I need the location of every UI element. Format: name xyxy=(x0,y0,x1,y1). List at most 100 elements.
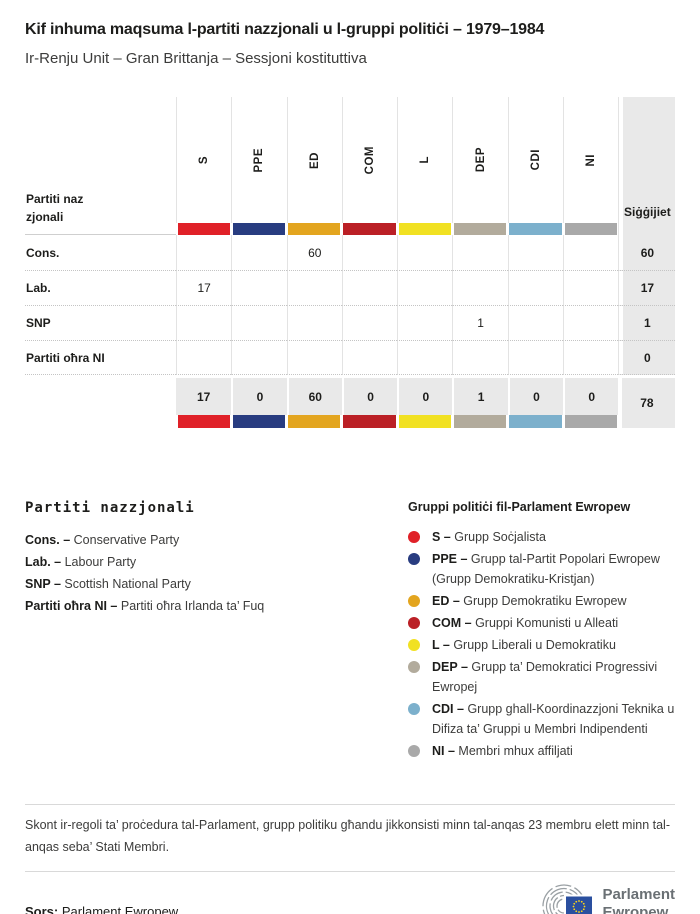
group-color-bar xyxy=(398,415,451,428)
group-color-bar xyxy=(288,415,341,428)
table-cell xyxy=(507,270,564,305)
table-cell xyxy=(563,270,619,305)
table-cell: 17 xyxy=(176,270,232,305)
national-parties-legend: Partiti nazzjonali Cons. – Conservative … xyxy=(25,500,408,763)
table-cell xyxy=(176,305,232,340)
group-color-bar xyxy=(343,223,396,235)
table-cell xyxy=(341,340,398,375)
group-color-bar xyxy=(288,223,341,235)
legends-section: Partiti nazzjonali Cons. – Conservative … xyxy=(25,500,675,763)
column-header-NI: NI xyxy=(563,97,618,223)
table-cell xyxy=(452,270,508,305)
group-color-dot xyxy=(408,617,420,629)
legend-item: SNP – Scottish National Party xyxy=(25,577,191,591)
group-color-dot xyxy=(408,553,420,565)
total-cell: 0 xyxy=(341,378,398,415)
group-color-dot xyxy=(408,595,420,607)
group-color-bar xyxy=(232,415,286,428)
group-color-bar xyxy=(232,223,286,235)
group-color-dot xyxy=(408,639,420,651)
party-row-label: Cons. xyxy=(26,245,60,260)
group-color-bar xyxy=(509,415,562,428)
total-cell: 60 xyxy=(286,378,342,415)
table-cell xyxy=(231,270,287,305)
source-label: Sors: xyxy=(25,903,59,914)
total-cell: 0 xyxy=(231,378,287,415)
political-groups-legend: Gruppi politiċi fil-Parlament Ewropew S … xyxy=(408,500,675,763)
table-cell xyxy=(507,305,564,340)
total-cell: 0 xyxy=(507,378,564,415)
group-color-dot xyxy=(408,531,420,543)
legend-item: CDI – Grupp ghall-Koordinazzjoni Teknika… xyxy=(408,699,675,739)
group-color-bar xyxy=(398,223,451,235)
european-parliament-logo: Parlament Ewropew xyxy=(528,878,675,914)
column-header-CDI: CDI xyxy=(507,97,563,223)
legend-item: L – Grupp Liberali u Demokratiku xyxy=(408,635,675,655)
table-cell xyxy=(176,340,232,375)
table-cell xyxy=(231,305,287,340)
table-cell xyxy=(563,235,618,270)
source-value: Parlament Ewropew xyxy=(61,903,179,914)
table-cell xyxy=(397,270,453,305)
legend-item: Lab. – Labour Party xyxy=(25,555,137,569)
column-header-ED: ED xyxy=(286,97,342,223)
legend-item: NI – Membri mhux affiljati xyxy=(408,741,675,761)
seats-cell: 0 xyxy=(618,340,676,375)
table-cell xyxy=(231,235,286,270)
group-color-bar xyxy=(453,415,507,428)
row-header-cell: Partiti nazzjonali xyxy=(25,97,176,235)
seats-cell: 1 xyxy=(618,305,676,340)
table-cell xyxy=(563,305,619,340)
divider xyxy=(25,871,675,872)
table-cell xyxy=(452,340,508,375)
table-cell xyxy=(341,305,398,340)
seat-distribution-table: Partiti nazzjonali S PPE ED COM L DEP CD… xyxy=(25,97,676,428)
legend-item: ED – Grupp Demokratiku Ewropew xyxy=(408,591,675,611)
table-cell xyxy=(507,235,563,270)
group-color-bar xyxy=(177,415,230,428)
table-cell xyxy=(452,235,507,270)
source-line: Sors: Parlament Ewropew xyxy=(25,904,178,914)
party-row-label: Lab. xyxy=(25,270,176,305)
legend-item: Cons. – Conservative Party xyxy=(25,533,180,547)
table-cell xyxy=(176,235,231,270)
group-color-bar xyxy=(177,223,230,235)
national-parties-legend-title: Partiti nazzjonali xyxy=(25,500,195,516)
table-cell xyxy=(341,270,398,305)
group-color-bar xyxy=(453,223,507,235)
column-header-DEP: DEP xyxy=(452,97,507,223)
total-cell: 1 xyxy=(452,378,508,415)
legend-item: COM – Gruppi Komunisti u Alleati xyxy=(408,613,675,633)
legend-item: DEP – Grupp ta’ Demokratici Progressivi … xyxy=(408,657,675,697)
party-row-label: Partiti oħra NI xyxy=(25,340,176,375)
table-cell xyxy=(397,235,452,270)
table-cell xyxy=(286,340,342,375)
total-cell: 0 xyxy=(397,378,453,415)
table-cell xyxy=(341,235,397,270)
totals-row-spacer xyxy=(25,415,176,428)
total-cell: 17 xyxy=(176,378,232,415)
total-cell: 0 xyxy=(563,378,619,415)
table-cell xyxy=(286,270,342,305)
total-seats-cell: 78 xyxy=(618,378,676,428)
seats-column-header: Siġġijiet xyxy=(618,97,676,235)
legend-item: PPE – Grupp tal-Partit Popolari Ewropew … xyxy=(408,549,675,589)
group-color-dot xyxy=(408,745,420,757)
footer: Sors: Parlament Ewropew xyxy=(25,876,675,914)
party-row-label: SNP xyxy=(25,305,176,340)
seats-cell: 60 xyxy=(618,235,676,270)
table-cell xyxy=(397,340,453,375)
table-cell xyxy=(563,340,619,375)
table-cell xyxy=(286,305,342,340)
group-color-bar xyxy=(564,223,617,235)
group-color-dot xyxy=(408,703,420,715)
totals-row-spacer xyxy=(25,378,176,415)
seats-cell: 17 xyxy=(618,270,676,305)
legend-item: Partiti oħra NI – Partiti oħra Irlanda t… xyxy=(25,599,265,613)
table-cell xyxy=(397,305,453,340)
group-color-dot xyxy=(408,661,420,673)
ep-logo-wordmark: Parlament Ewropew xyxy=(602,886,675,914)
group-color-bar xyxy=(509,223,562,235)
divider xyxy=(25,804,675,805)
